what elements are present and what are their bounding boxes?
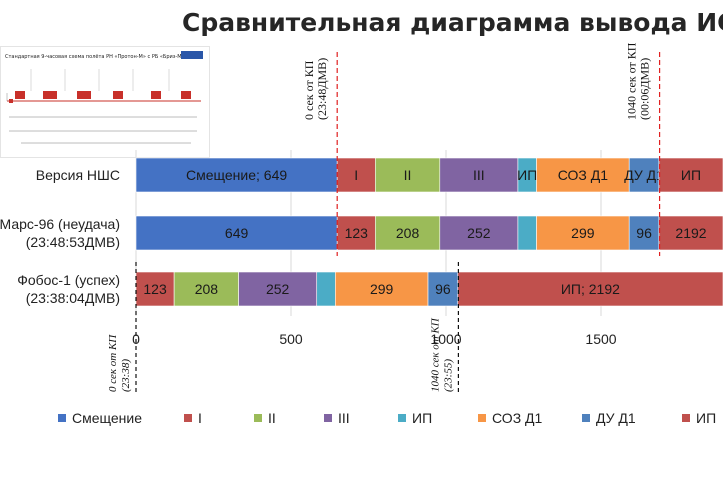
flight-scheme-inset: Стандартная 9-часовая схема полёта РН «П… — [0, 46, 210, 158]
bar-segment — [628, 157, 660, 193]
bar-segment — [316, 271, 336, 307]
segment-label: 208 — [396, 225, 420, 241]
segment-label: 2192 — [675, 225, 706, 241]
segment-label: 299 — [571, 225, 595, 241]
bar-segment — [173, 271, 239, 307]
bar-segment — [336, 215, 376, 251]
bar-segment — [658, 215, 723, 251]
x-tick-label: 1000 — [430, 331, 461, 347]
marker-annotation: 0 сек от КП (23:38) — [107, 334, 132, 392]
segment-label: ИП — [517, 167, 537, 183]
chart-title: Сравнительная диаграмма вывода ИСЗ — [182, 8, 723, 37]
legend-swatch — [478, 414, 486, 422]
marker-text: (23:38) — [120, 359, 132, 392]
marker-text: (23:55) — [442, 359, 454, 392]
legend-label: ИП — [412, 410, 433, 426]
category-label: Фобос-1 (успех) — [17, 272, 120, 288]
inset-scheme-drawing — [6, 69, 201, 144]
marker-text: (23:48ДМВ) — [315, 58, 329, 120]
legend-label: II — [268, 410, 276, 426]
legend-label: СОЗ Д1 — [492, 410, 543, 426]
legend-swatch — [58, 414, 66, 422]
legend-label: III — [338, 410, 350, 426]
segment-label: 252 — [467, 225, 491, 241]
bar-segment — [517, 215, 537, 251]
x-tick-label: 500 — [279, 331, 303, 347]
chart-legend: Смещение I II III ИП СОЗ Д1 ДУ Д1 ИП — [58, 410, 723, 430]
legend-item: II — [254, 410, 276, 426]
marker-text: 1040 сек от КП — [429, 317, 441, 392]
marker-text: 1040 сек от КП — [625, 42, 639, 120]
legend-swatch — [254, 414, 262, 422]
bar-segment — [135, 215, 338, 251]
segment-label: II — [404, 167, 412, 183]
category-label: Марс-96 (неудача) — [0, 216, 120, 232]
segment-label: 649 — [225, 225, 249, 241]
marker-annotation: 0 сек от КП (23:48ДМВ) — [302, 58, 329, 120]
segment-label: ИП — [681, 167, 701, 183]
segment-label: 96 — [636, 225, 652, 241]
segment-label: ИП; 2192 — [561, 281, 620, 297]
segment-label: 252 — [266, 281, 290, 297]
legend-item: I — [184, 410, 202, 426]
marker-text: (00:06ДМВ) — [638, 58, 652, 120]
legend-item: ИП — [398, 410, 432, 426]
segment-label: СОЗ Д1 — [558, 167, 609, 183]
segment-label: ДУ Д1 — [624, 167, 664, 183]
bar-segment — [135, 271, 175, 307]
legend-label: ИП — [696, 410, 717, 426]
bar-segment — [457, 271, 723, 307]
bar-segment — [658, 157, 723, 193]
segment-label: III — [473, 167, 485, 183]
x-tick-label: 1500 — [585, 331, 616, 347]
marker-text: 0 сек от КП — [107, 334, 119, 392]
bar-segment — [628, 215, 660, 251]
legend-label: I — [198, 410, 202, 426]
legend-swatch — [398, 414, 406, 422]
legend-label: ДУ Д1 — [596, 410, 636, 426]
segment-label: 123 — [143, 281, 167, 297]
legend-swatch — [324, 414, 332, 422]
legend-item: ИП — [682, 410, 716, 426]
bar-segment — [375, 215, 441, 251]
category-label: (23:38:04ДМВ) — [26, 290, 120, 306]
segment-label: 208 — [195, 281, 219, 297]
legend-item: III — [324, 410, 350, 426]
bar-segment — [536, 157, 630, 193]
segment-label: Смещение; 649 — [186, 167, 287, 183]
marker-text: 0 сек от КП — [302, 60, 316, 120]
bar-segment — [439, 215, 519, 251]
segment-label: I — [354, 167, 358, 183]
segment-label: 299 — [370, 281, 394, 297]
segment-label: 123 — [345, 225, 369, 241]
legend-item: Смещение — [58, 410, 142, 426]
marker-annotation: 1040 сек от КП (23:55) — [429, 317, 454, 392]
marker-annotation: 1040 сек от КП (00:06ДМВ) — [625, 42, 652, 120]
inset-title: Стандартная 9-часовая схема полёта РН «П… — [5, 54, 185, 60]
legend-item: ДУ Д1 — [582, 410, 636, 426]
bar-segment — [336, 157, 376, 193]
category-label: (23:48:53ДМВ) — [26, 234, 120, 250]
legend-swatch — [582, 414, 590, 422]
segment-label: 96 — [435, 281, 451, 297]
bar-segment — [135, 157, 338, 193]
legend-swatch — [184, 414, 192, 422]
legend-label: Смещение — [72, 410, 143, 426]
category-label: Версия НШС — [36, 167, 120, 183]
legend-item: СОЗ Д1 — [478, 410, 542, 426]
legend-swatch — [682, 414, 690, 422]
bar-segment — [238, 271, 318, 307]
inset-logo — [181, 51, 203, 59]
bar-segment — [536, 215, 630, 251]
